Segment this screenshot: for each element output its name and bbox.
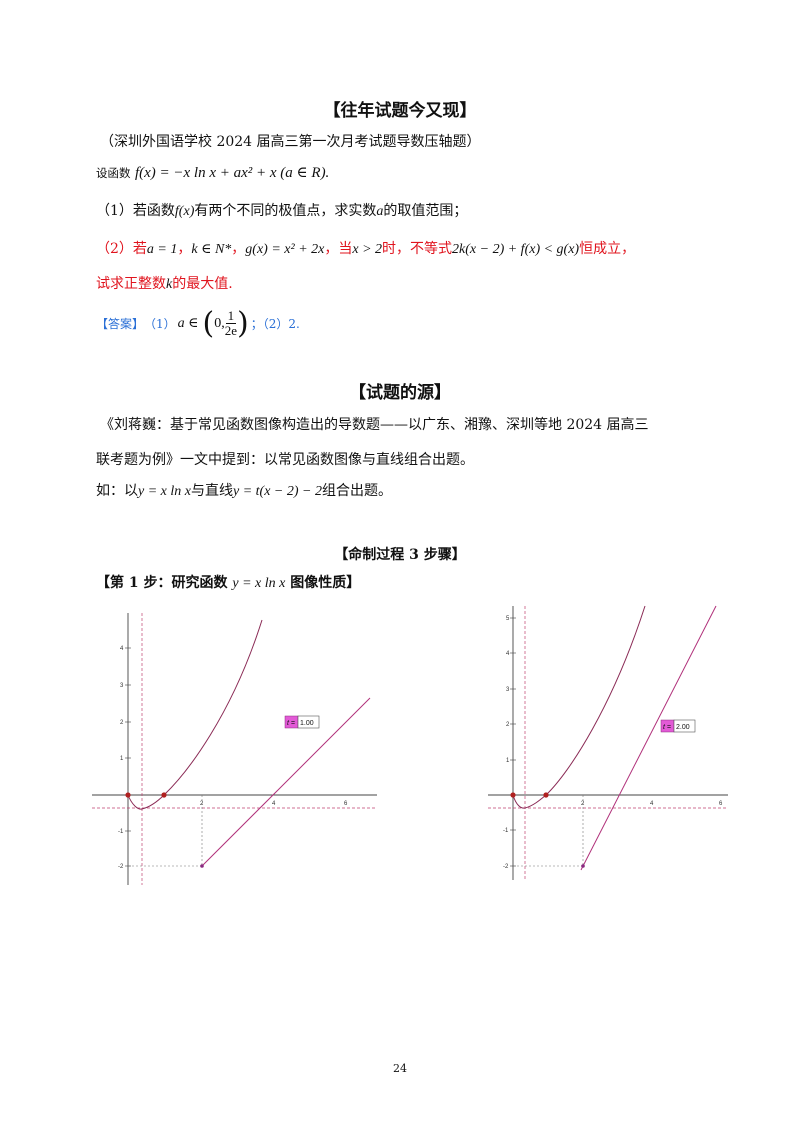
fraction-denominator: 2e	[224, 323, 238, 338]
line3-math-2: y = t(x − 2) − 2	[232, 484, 322, 499]
point-origin	[125, 792, 131, 798]
q2-text-4: ，当	[324, 241, 353, 257]
slider-value: 1.00	[300, 720, 314, 727]
setup-prefix: 设函数	[96, 166, 131, 180]
q1-text-a: （1）若函数	[96, 203, 175, 219]
curve-xlnx	[127, 619, 263, 810]
answer-line: 【答案】 （1） a ∈ ( 0, 1 2e ) ；（2）2.	[96, 306, 300, 341]
y-tick-label: 1	[120, 756, 124, 762]
q2-math-4: x > 2	[352, 242, 383, 257]
graph-right: 5 4 3 2 1 -1 -2 2 4 6 t = 2.00	[488, 605, 728, 880]
answer-fraction: 1 2e	[225, 309, 237, 337]
question-2-line-2: 试求正整数k的最大值.	[96, 276, 233, 294]
source-para-line-3: 如：以y = x ln x与直线y = t(x − 2) − 2组合出题。	[96, 483, 392, 501]
question-1: （1）若函数f(x)有两个不同的极值点，求实数a的取值范围；	[96, 203, 467, 221]
point-x-1	[543, 792, 549, 798]
line3-text-b: 与直线	[190, 483, 233, 499]
y-tick-label: 1	[506, 758, 510, 764]
q2-text-6: 恒成立，	[579, 241, 636, 257]
source-para-line-1: 《刘蒋巍：基于常见函数图像构造出的导数题——以广东、湘豫、深圳等地 2024 届…	[100, 417, 649, 433]
q2-math-1: a = 1	[146, 242, 178, 257]
answer-zero: 0,	[214, 315, 225, 331]
section-title-past-exam: 【往年试题今又现】	[323, 101, 477, 121]
answer-part1-label: （1）	[144, 317, 176, 331]
q2-math-2: k ∈ N*	[191, 242, 232, 257]
curve-xlnx	[512, 605, 646, 809]
x-tick-label: 6	[344, 801, 348, 807]
point-origin	[510, 792, 516, 798]
point-2-neg2	[200, 864, 204, 868]
step1-math: y = x ln x	[232, 576, 286, 591]
x-tick-label: 6	[719, 801, 723, 807]
line-t-x-minus-2	[201, 697, 371, 867]
line3-text-c: 组合出题。	[321, 483, 392, 499]
slider-value: 2.00	[676, 724, 690, 731]
y-tick-label: 3	[506, 687, 510, 693]
q1-text-c: 的取值范围；	[383, 203, 468, 219]
q1-fx: f(x)	[174, 204, 195, 219]
q2-line2-text-b: 的最大值.	[172, 276, 233, 292]
q2-text-3: ，	[231, 241, 246, 257]
section-title-source: 【试题的源】	[349, 383, 451, 403]
function-setup: 设函数 f(x) = −x ln x + ax² + x (a ∈ R).	[96, 164, 329, 182]
step1-text-a: 【第 1 步：研究函数	[96, 575, 228, 591]
section-title-steps: 【命制过程 3 步骤】	[334, 547, 466, 563]
graph-left: 4 3 2 1 -1 -2 2 4 6 t = 1.00	[92, 613, 377, 885]
q2-text-1: （2）若	[96, 241, 147, 257]
slider-value-box[interactable]	[297, 715, 320, 729]
setup-formula: f(x) = −x ln x + ax² + x (a ∈ R).	[134, 165, 330, 181]
y-tick-label: 4	[120, 646, 124, 652]
answer-label: 【答案】	[96, 317, 145, 331]
line3-text-a: 如：以	[96, 483, 138, 499]
y-tick-label: 3	[120, 683, 124, 689]
answer-expr-a: a ∈	[177, 316, 199, 331]
x-tick-label: 4	[272, 801, 276, 807]
answer-part2: ；（2）2.	[250, 317, 300, 331]
y-tick-label: 2	[506, 722, 510, 728]
point-2-neg2	[581, 864, 585, 868]
q1-var: a	[376, 204, 384, 219]
point-x-1	[161, 792, 167, 798]
y-tick-label: -2	[118, 864, 124, 870]
step1-text-b: 图像性质】	[290, 575, 361, 591]
page-number: 24	[393, 1062, 407, 1075]
q2-line2-text-a: 试求正整数	[96, 276, 166, 292]
q2-text-2: ，	[177, 241, 192, 257]
y-tick-label: -1	[503, 828, 509, 834]
source-para-line-2: 联考题为例》一文中提到：以常见函数图像与直线组合出题。	[96, 452, 474, 468]
left-paren: (	[202, 306, 215, 341]
y-tick-label: -2	[503, 864, 509, 870]
line-t-x-minus-2	[580, 605, 717, 871]
q1-text-b: 有两个不同的极值点，求实数	[194, 203, 377, 219]
slider-label: t =	[663, 724, 671, 731]
y-tick-label: 4	[506, 651, 510, 657]
slider-label: t =	[287, 720, 295, 727]
question-2-line-1: （2）若a = 1，k ∈ N*，g(x) = x² + 2x，当x > 2时，…	[96, 241, 635, 259]
y-tick-label: 5	[506, 616, 510, 622]
y-tick-label: 2	[120, 720, 124, 726]
step-1-heading: 【第 1 步：研究函数 y = x ln x 图像性质】	[96, 572, 360, 592]
exam-source-line: （深圳外国语学校 2024 届高三第一次月考试题导数压轴题）	[100, 134, 481, 150]
y-tick-label: -1	[118, 829, 124, 835]
q2-line2-var: k	[166, 277, 173, 292]
q2-math-5: 2k(x − 2) + f(x) < g(x)	[452, 242, 580, 257]
q2-math-3: g(x) = x² + 2x	[245, 242, 325, 257]
q2-text-5: 时，不等式	[382, 241, 453, 257]
x-tick-label: 4	[650, 801, 654, 807]
fraction-numerator: 1	[225, 308, 237, 324]
right-paren: )	[237, 306, 249, 341]
slider-value-box[interactable]	[673, 719, 696, 733]
line3-math-1: y = x ln x	[138, 484, 191, 499]
